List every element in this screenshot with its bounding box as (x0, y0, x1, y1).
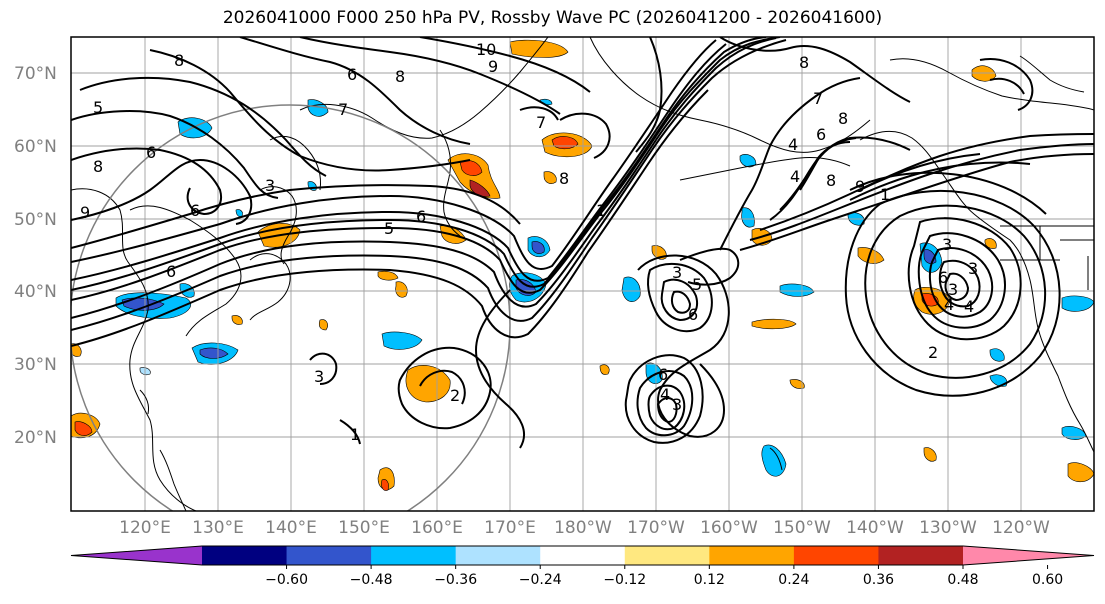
contour-label: 4 (660, 385, 670, 404)
contour-label: 3 (948, 280, 958, 299)
lat-label: 40°N (14, 282, 57, 302)
contour-label: 6 (816, 125, 826, 144)
lat-label: 50°N (14, 210, 57, 230)
contour-label: 3 (672, 263, 682, 282)
colorbar-tick-label: 0.12 (694, 572, 725, 588)
colorbar-tick-label: −0.24 (519, 572, 562, 588)
contour-label: 2 (450, 386, 460, 405)
lon-label: 150°W (773, 518, 831, 538)
contour-label: 8 (93, 157, 103, 176)
contour-label: 3 (672, 395, 682, 414)
map-frame (70, 36, 1095, 512)
colorbar-tick-label: −0.48 (350, 572, 393, 588)
lon-label: 120°E (119, 518, 171, 538)
colorbar-tick-label: 0.36 (863, 572, 894, 588)
lat-label: 70°N (14, 64, 57, 84)
contour-label: 4 (790, 167, 800, 186)
pv-contours (71, 37, 1094, 449)
contour-label: 6 (658, 365, 668, 384)
composite-radius-circle (71, 104, 511, 511)
colorbar-segment (878, 546, 964, 565)
map-title: 2026041000 F000 250 hPa PV, Rossby Wave … (222, 8, 883, 28)
colorbar-segment (540, 546, 626, 565)
colorbar-segment (963, 546, 1094, 565)
colorbar-tick-label: −0.36 (434, 572, 477, 588)
colorbar-segment (793, 546, 879, 565)
colorbar-outline (70, 545, 1095, 566)
contour-label: 9 (855, 177, 865, 196)
lon-label: 170°E (484, 518, 536, 538)
contour-label: 5 (384, 219, 394, 238)
lat-label: 30°N (14, 355, 57, 375)
lon-label: 120°W (992, 518, 1050, 538)
lon-label: 130°W (919, 518, 977, 538)
colorbar-tick-label: −0.12 (603, 572, 646, 588)
colorbar-segment (71, 546, 202, 565)
contour-label: 8 (826, 171, 836, 190)
colorbar-segment (709, 546, 795, 565)
contour-label: 6 (688, 305, 698, 324)
contour-label: 10 (476, 40, 496, 59)
contour-label: 2 (928, 343, 938, 362)
contour-label: 3 (942, 235, 952, 254)
lon-label: 140°E (265, 518, 317, 538)
contour-label: 9 (80, 203, 90, 222)
lon-label: 180°W (554, 518, 612, 538)
contour-label: 5 (692, 275, 702, 294)
colorbar-segment (624, 546, 710, 565)
contour-label: 6 (146, 143, 156, 162)
contour-label: 7 (338, 100, 348, 119)
colorbar-tick-label: 0.24 (778, 572, 809, 588)
contour-label: 4 (788, 135, 798, 154)
contour-label: 4 (944, 295, 954, 314)
contour-label: 7 (813, 89, 823, 108)
longitude-labels: 120°E 130°E 140°E 150°E 160°E 170°E 180°… (119, 518, 1050, 538)
contour-label: 8 (799, 53, 809, 72)
lon-label: 140°W (846, 518, 904, 538)
colorbar-tick-label: −0.60 (265, 572, 308, 588)
latitude-labels: 70°N 60°N 50°N 40°N 30°N 20°N (14, 64, 57, 448)
contour-label: 6 (938, 268, 948, 287)
colorbar-tick-label: 0.60 (1032, 572, 1063, 588)
contour-label: 6 (347, 65, 357, 84)
lat-label: 60°N (14, 137, 57, 157)
contour-label: 1 (880, 185, 890, 204)
contour-label: 3 (968, 259, 978, 278)
contour-label: 7 (536, 113, 546, 132)
colorbar-segment (202, 546, 288, 565)
contour-label: 6 (416, 207, 426, 226)
contour-label: 5 (93, 98, 103, 117)
colorbar: −0.60 −0.48 −0.36 −0.24 −0.12 0.12 0.24 0.36 0.4… (70, 545, 1095, 588)
contour-label: 1 (596, 201, 606, 220)
contour-label: 8 (174, 51, 184, 70)
contour-label: 8 (395, 67, 405, 86)
colorbar-segment (371, 546, 457, 565)
coastlines (71, 37, 1094, 511)
contour-label: 3 (314, 367, 324, 386)
lon-label: 160°W (700, 518, 758, 538)
colorbar-segment (286, 546, 372, 565)
contour-label: 1 (350, 425, 360, 444)
contour-label: 3 (265, 176, 275, 195)
contour-label: 6 (166, 262, 176, 281)
lon-label: 170°W (627, 518, 685, 538)
lat-label: 20°N (14, 428, 57, 448)
contour-label: 8 (838, 109, 848, 128)
lon-label: 150°E (338, 518, 390, 538)
graticule (71, 37, 1094, 511)
lon-label: 160°E (411, 518, 463, 538)
contour-label: 9 (488, 57, 498, 76)
contour-label: 4 (964, 297, 974, 316)
colorbar-segment (455, 546, 541, 565)
colorbar-tick-label: 0.48 (947, 572, 978, 588)
map-background (71, 37, 1094, 511)
contour-labels: 10 9 8 8 6 5 6 7 8 9 6 6 5 3 8 7 8 8 6 4… (80, 40, 978, 444)
lon-label: 130°E (192, 518, 244, 538)
contour-label: 8 (559, 169, 569, 188)
contour-label: 6 (190, 201, 200, 220)
